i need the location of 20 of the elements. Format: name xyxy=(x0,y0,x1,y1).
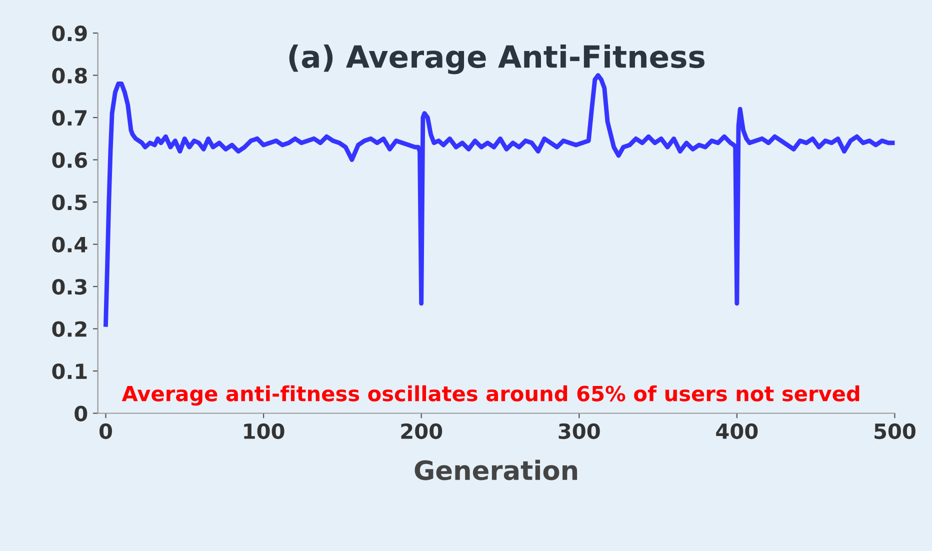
y-tick-label: 0.5 xyxy=(52,194,87,210)
x-tick-label: 200 xyxy=(401,423,442,440)
x-tick-label: 400 xyxy=(716,423,758,440)
y-tick-label: 0.1 xyxy=(52,363,87,380)
x-tick-label: 300 xyxy=(558,423,600,440)
annotation: Average anti-fitness oscillates around 65% of users not served xyxy=(122,385,860,406)
x-tick-label: 100 xyxy=(244,423,284,440)
y-tick-label: 0.3 xyxy=(52,278,86,295)
x-tick-label: 0 xyxy=(100,423,112,440)
line-series xyxy=(104,73,895,327)
y-tick-label: 0.9 xyxy=(52,26,87,42)
y-tick-label: 0.8 xyxy=(52,68,87,84)
chart-title: (a) Average Anti-Fitness xyxy=(289,44,704,74)
x-axis-title: Generation xyxy=(414,460,578,480)
y-tick-label: 0.7 xyxy=(52,110,86,126)
x-tick-label: 500 xyxy=(874,423,916,440)
y-tick-label: 0.4 xyxy=(52,236,88,252)
y-tick-label: 0.6 xyxy=(52,152,88,168)
y-tick-label: 0 xyxy=(74,406,88,422)
y-tick-label: 0.2 xyxy=(52,321,86,337)
